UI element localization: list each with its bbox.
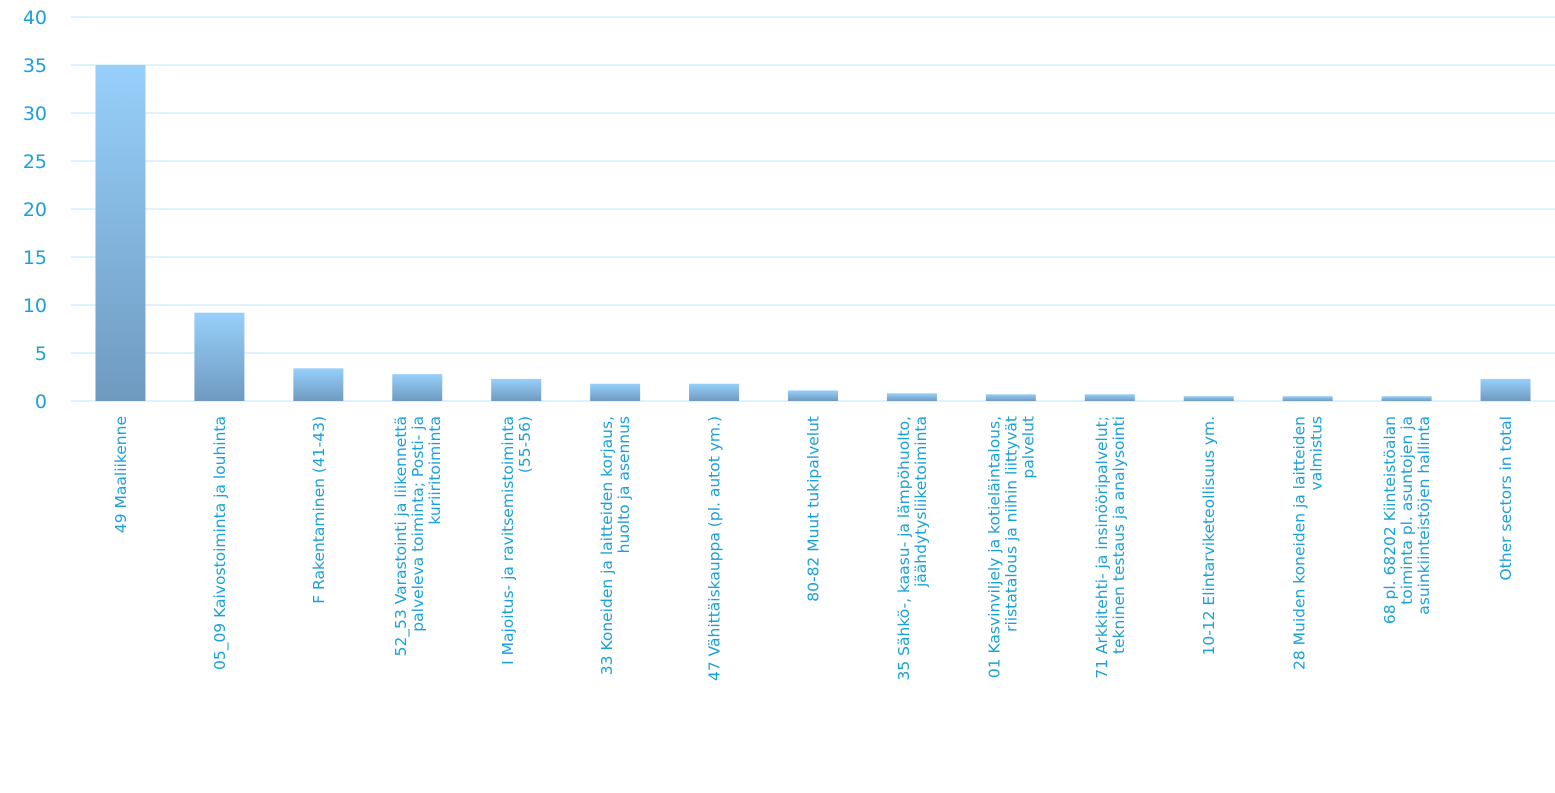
bar: [392, 374, 443, 401]
x-axis-tick-labels: 49 Maaliikenne 05_09 Kaivostoiminta ja lo…: [112, 416, 1515, 681]
x-tick-label-line: palvelut: [1019, 416, 1037, 479]
bar: [293, 368, 344, 401]
x-tick-label-line: riistatalous ja niihin liittyvät: [1002, 416, 1020, 632]
bar: [788, 390, 838, 401]
x-tick-label: 80-82 Muut tukipalvelut: [805, 416, 823, 602]
x-tick-label-line: F Rakentaminen (41-43): [310, 416, 328, 604]
x-tick-label-line: I Majoitus- ja ravitsemistoiminta: [499, 416, 517, 665]
x-tick-label-line: tekninen testaus ja analysointi: [1110, 416, 1128, 654]
x-tick-label-line: palveleva toiminta; Posti- ja: [409, 416, 427, 632]
x-tick-label-line: 80-82 Muut tukipalvelut: [805, 416, 823, 602]
bars: [95, 65, 1531, 401]
bar: [689, 383, 740, 401]
y-tick-label: 10: [23, 295, 47, 317]
x-tick-label-line: Other sectors in total: [1497, 416, 1515, 581]
x-tick-label: 33 Koneiden ja laitteiden korjaus,huolto…: [598, 416, 633, 675]
x-tick-label-line: 52_53 Varastointi ja liikennettä: [392, 416, 411, 656]
x-tick-label: 35 Sähkö-, kaasu- ja lämpöhuolto,jäähdyt…: [895, 416, 930, 680]
x-tick-label-line: asuinkiinteistöjen hallinta: [1415, 416, 1433, 615]
x-tick-label-line: 28 Muiden koneiden ja laitteiden: [1291, 416, 1309, 670]
x-tick-label-line: 49 Maaliikenne: [112, 416, 130, 533]
x-tick-label: 52_53 Varastointi ja liikennettäpalvelev…: [392, 416, 444, 656]
x-tick-label: 49 Maaliikenne: [112, 416, 130, 533]
bar: [985, 394, 1036, 401]
x-tick-label-line: huolto ja asennus: [615, 416, 633, 553]
x-tick-label-line: 05_09 Kaivostoiminta ja louhinta: [211, 416, 230, 670]
x-tick-label: 47 Vähittäiskauppa (pl. autot ym.): [706, 416, 724, 681]
x-tick-label-line: 10-12 Elintarviketeollisuus ym.: [1200, 416, 1218, 656]
x-tick-label: 05_09 Kaivostoiminta ja louhinta: [211, 416, 230, 670]
x-tick-label: F Rakentaminen (41-43): [310, 416, 328, 604]
y-tick-label: 25: [23, 151, 47, 173]
x-tick-label: 01 Kasvinviljely ja kotieläintalous,riis…: [985, 416, 1037, 678]
bar: [1183, 396, 1234, 401]
x-tick-label-line: 68 pl. 68202 Kiinteistöalan: [1381, 416, 1399, 624]
x-tick-label-line: 33 Koneiden ja laitteiden korjaus,: [598, 416, 616, 675]
bar: [590, 383, 641, 401]
x-tick-label: I Majoitus- ja ravitsemistoiminta(55-56): [499, 416, 534, 665]
gridlines: [71, 16, 1555, 402]
x-tick-label-line: 71 Arkkitehti- ja insinööripalvelut;: [1093, 416, 1111, 679]
x-tick-label-line: 47 Vähittäiskauppa (pl. autot ym.): [706, 416, 724, 681]
x-tick-label-line: 01 Kasvinviljely ja kotieläintalous,: [985, 416, 1003, 678]
y-tick-label: 20: [23, 199, 47, 221]
bar: [1480, 378, 1531, 401]
x-tick-label: Other sectors in total: [1497, 416, 1515, 581]
x-tick-label: 71 Arkkitehti- ja insinööripalvelut;tekn…: [1093, 416, 1128, 679]
bar: [886, 393, 937, 401]
x-tick-label-line: valmistus: [1308, 416, 1326, 490]
bar: [1084, 394, 1135, 401]
x-tick-label: 28 Muiden koneiden ja laitteidenvalmistu…: [1291, 416, 1326, 670]
y-tick-label: 0: [35, 391, 47, 413]
x-tick-label: 10-12 Elintarviketeollisuus ym.: [1200, 416, 1218, 656]
bar: [1282, 396, 1333, 401]
y-tick-label: 30: [23, 103, 47, 125]
x-tick-label-line: jäähdytysliiketoiminta: [912, 416, 930, 588]
y-tick-label: 5: [35, 343, 47, 365]
y-tick-label: 15: [23, 247, 47, 269]
x-tick-label-line: 35 Sähkö-, kaasu- ja lämpöhuolto,: [895, 416, 913, 680]
bar: [194, 312, 245, 401]
y-tick-label: 35: [23, 55, 47, 77]
bar: [1381, 396, 1432, 401]
y-tick-label: 40: [23, 7, 47, 29]
x-tick-label-line: toiminta pl. asuntojen ja: [1398, 416, 1416, 605]
bar: [491, 378, 542, 401]
x-tick-label: 68 pl. 68202 Kiinteistöalantoiminta pl. …: [1381, 416, 1433, 624]
y-axis-tick-labels: 0 5 10 15 20 25 30 35 40: [23, 7, 47, 413]
x-tick-label-line: (55-56): [516, 416, 534, 473]
x-tick-label-line: kuriiritoiminta: [426, 416, 444, 525]
bar: [95, 65, 146, 401]
